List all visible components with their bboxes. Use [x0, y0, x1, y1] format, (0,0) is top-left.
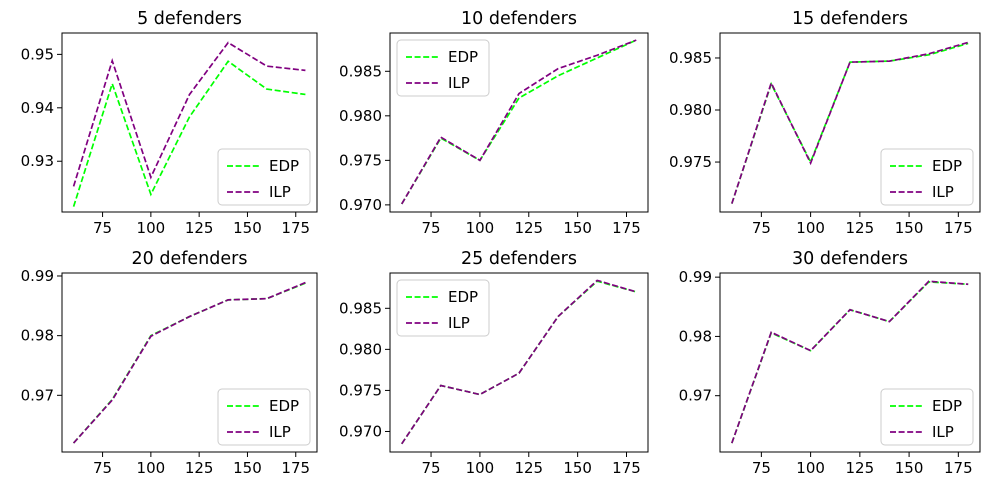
x-tick-label: 175: [612, 219, 641, 237]
legend: EDP ILP: [396, 39, 490, 97]
x-tick-label: 75: [752, 219, 771, 237]
y-tick-label: 0.975: [669, 153, 712, 171]
chart-title: 15 defenders: [792, 9, 908, 29]
y-tick-label: 0.975: [339, 381, 382, 399]
y-tick-label: 0.975: [339, 151, 382, 169]
legend-label-ilp: ILP: [932, 423, 954, 441]
axes-frame: [61, 272, 318, 453]
chart-panel-3: 15 defenders 75 100 125 150 175 0.975 0.980 0.98…: [669, 9, 981, 237]
legend-label-ilp: ILP: [269, 423, 291, 441]
legend-label-ilp: ILP: [448, 314, 470, 332]
y-tick-label: 0.97: [21, 386, 54, 404]
legend-box: [217, 148, 311, 206]
series-line-ilp: [72, 41, 306, 187]
x-tick-label: 150: [563, 459, 592, 477]
axes-frame: [389, 32, 649, 213]
chart-title: 30 defenders: [792, 249, 908, 269]
x-tick-label: 125: [514, 459, 543, 477]
x-tick-label: 175: [944, 459, 973, 477]
x-tick-label: 125: [846, 219, 875, 237]
y-tick-label: 0.970: [339, 196, 382, 214]
legend-box: [880, 388, 974, 446]
chart-title: 20 defenders: [132, 249, 248, 269]
legend-box: [396, 279, 490, 337]
legend-box: [880, 148, 974, 206]
x-tick-label: 100: [137, 219, 166, 237]
x-tick-label: 125: [185, 459, 214, 477]
series-line-ilp: [400, 39, 637, 205]
legend-label-edp: EDP: [269, 157, 299, 175]
legend: EDP ILP: [217, 148, 311, 206]
x-tick-label: 150: [563, 219, 592, 237]
x-tick-label: 175: [612, 459, 641, 477]
chart-title: 25 defenders: [461, 249, 577, 269]
y-tick-label: 0.97: [679, 387, 712, 405]
legend: EDP ILP: [880, 388, 974, 446]
x-tick-label: 150: [895, 219, 924, 237]
x-tick-label: 100: [796, 219, 825, 237]
chart-title: 5 defenders: [137, 9, 242, 29]
x-tick-label: 75: [752, 459, 771, 477]
x-tick-label: 75: [421, 219, 440, 237]
x-tick-label: 75: [93, 459, 112, 477]
x-tick-label: 150: [233, 219, 262, 237]
x-tick-label: 100: [137, 459, 166, 477]
y-tick-label: 0.985: [669, 49, 712, 67]
axes-frame: [389, 272, 649, 453]
y-tick-label: 0.970: [339, 422, 382, 440]
x-tick-label: 125: [846, 459, 875, 477]
legend-label-edp: EDP: [932, 397, 962, 415]
y-tick-label: 0.93: [21, 152, 54, 170]
y-tick-label: 0.980: [339, 340, 382, 358]
x-tick-label: 150: [233, 459, 262, 477]
legend: EDP ILP: [880, 148, 974, 206]
x-tick-label: 175: [944, 219, 973, 237]
chart-title: 10 defenders: [461, 9, 577, 29]
legend-label-edp: EDP: [448, 48, 478, 66]
series-line-ilp: [72, 281, 306, 444]
x-tick-label: 100: [466, 219, 495, 237]
x-tick-label: 175: [281, 219, 310, 237]
legend-box: [217, 388, 311, 446]
axes-frame: [719, 32, 981, 213]
legend-label-ilp: ILP: [269, 183, 291, 201]
y-tick-label: 0.980: [339, 107, 382, 125]
x-tick-label: 75: [421, 459, 440, 477]
chart-panel-1: 5 defenders 75 100 125 150 175 0.93 0.94 0.95 EDP…: [21, 9, 318, 237]
chart-panel-4: 20 defenders 75 100 125 150 175 0.97 0.98 0.99 ED…: [21, 249, 318, 477]
legend: EDP ILP: [217, 388, 311, 446]
axes-frame: [61, 32, 318, 213]
legend-label-ilp: ILP: [448, 74, 470, 92]
legend-label-ilp: ILP: [932, 183, 954, 201]
legend: EDP ILP: [396, 279, 490, 337]
y-tick-label: 0.985: [339, 62, 382, 80]
legend-box: [396, 39, 490, 97]
x-tick-label: 125: [185, 219, 214, 237]
y-tick-label: 0.94: [21, 99, 54, 117]
chart-panel-2: 10 defenders 75 100 125 150 175 0.970 0.975 0.98…: [339, 9, 649, 237]
x-tick-label: 125: [514, 219, 543, 237]
chart-panel-6: 30 defenders 75 100 125 150 175 0.97 0.98 0.99 ED…: [679, 249, 981, 477]
series-line-edp: [72, 60, 306, 207]
x-tick-label: 175: [281, 459, 310, 477]
series-line-ilp: [731, 280, 969, 444]
chart-panel-5: 25 defenders 75 100 125 150 175 0.970 0.975 0.98…: [339, 249, 649, 477]
x-tick-label: 75: [93, 219, 112, 237]
y-tick-label: 0.980: [669, 101, 712, 119]
x-tick-label: 100: [796, 459, 825, 477]
legend-label-edp: EDP: [448, 288, 478, 306]
series-line-ilp: [401, 279, 637, 445]
y-tick-label: 0.98: [679, 327, 712, 345]
axes-frame: [719, 272, 981, 453]
y-tick-label: 0.985: [339, 299, 382, 317]
x-tick-label: 100: [466, 459, 495, 477]
y-tick-label: 0.98: [21, 327, 54, 345]
y-tick-label: 0.99: [679, 268, 712, 286]
y-tick-label: 0.99: [21, 267, 54, 285]
x-tick-label: 150: [895, 459, 924, 477]
y-tick-label: 0.95: [21, 45, 54, 63]
legend-label-edp: EDP: [932, 157, 962, 175]
legend-label-edp: EDP: [269, 397, 299, 415]
